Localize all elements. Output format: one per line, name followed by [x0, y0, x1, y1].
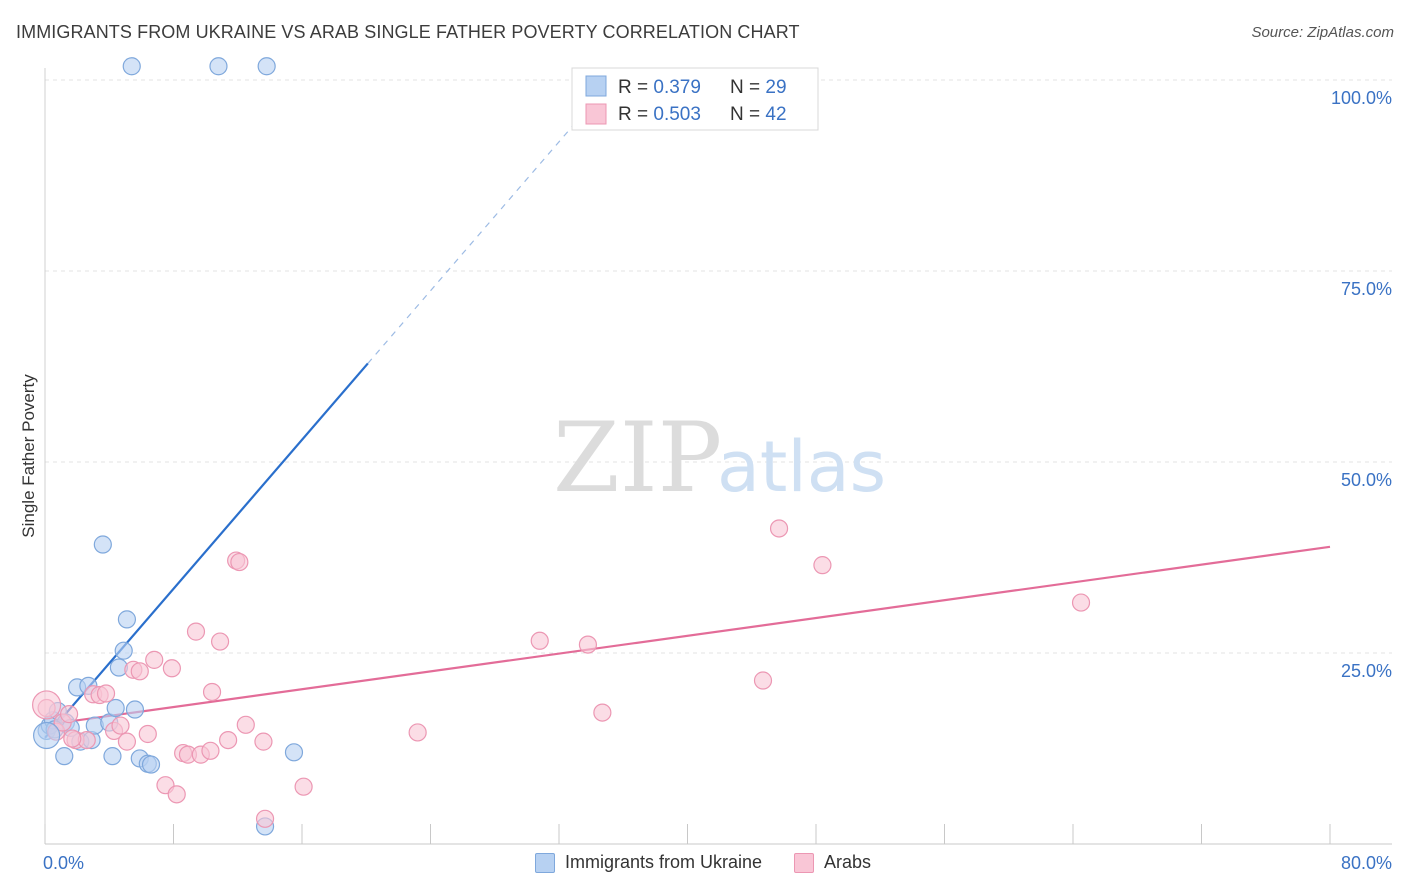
arabs-point: [32, 690, 62, 720]
ukraine-point: [114, 641, 133, 660]
svg-text:R = 0.503: R = 0.503: [618, 104, 701, 125]
grid: 100.0% 75.0% 50.0% 25.0%: [45, 79, 1392, 681]
arabs-point: [753, 671, 773, 690]
arabs-point: [769, 519, 789, 538]
legend-item-arabs[interactable]: Arabs: [794, 852, 871, 873]
svg-text:R = 0.379: R = 0.379: [618, 77, 701, 98]
chart-title: IMMIGRANTS FROM UKRAINE VS ARAB SINGLE F…: [16, 22, 800, 42]
arabs-point: [236, 715, 255, 734]
svg-text:N = 29: N = 29: [730, 77, 787, 98]
arabs-point: [63, 729, 82, 748]
arabs-point: [408, 723, 427, 742]
arabs-point: [186, 622, 206, 641]
arabs-point: [254, 732, 273, 751]
watermark: ZIP atlas: [553, 402, 886, 514]
x-tick-label: 0.0%: [43, 853, 84, 873]
arabs-point: [138, 724, 157, 744]
legend-box: [571, 67, 819, 131]
source-credit: Source: ZipAtlas.com: [1251, 24, 1394, 41]
ukraine-point: [106, 698, 125, 718]
y-tick-label: 50.0%: [1341, 470, 1392, 490]
arabs-point: [167, 785, 186, 804]
arabs-point: [294, 777, 313, 796]
arabs-point: [530, 631, 549, 650]
arabs-point: [1071, 593, 1091, 612]
legend-swatch-arabs: [585, 103, 607, 125]
arabs-point: [202, 682, 222, 702]
svg-text:N = 42: N = 42: [730, 104, 787, 125]
arabs-point: [230, 552, 249, 572]
legend-swatch-ukraine: [534, 852, 555, 873]
legend-n-label: N =: [730, 77, 765, 98]
arabs-point: [255, 809, 275, 828]
legend-label-arabs: Arabs: [824, 852, 872, 872]
ukraine-point: [122, 57, 141, 76]
legend-swatch-arabs: [794, 852, 814, 873]
arabs-point: [210, 632, 230, 651]
arabs-point: [813, 556, 832, 575]
legend-r-label: R =: [618, 77, 653, 98]
watermark-zip: ZIP: [553, 402, 722, 514]
watermark-atlas: atlas: [717, 426, 886, 508]
data-points: [32, 57, 1091, 836]
y-tick-label: 75.0%: [1341, 279, 1392, 299]
legend-r-value: 0.379: [653, 77, 701, 98]
arabs-point: [130, 662, 149, 681]
ukraine-point: [141, 755, 161, 774]
arabs-point: [162, 659, 181, 678]
legend-swatch-ukraine: [585, 75, 607, 97]
arabs-point: [111, 716, 130, 735]
legend-r-value: 0.503: [653, 104, 701, 125]
arabs-point: [96, 684, 116, 703]
y-tick-label: 25.0%: [1341, 661, 1392, 681]
arabs-point: [117, 732, 137, 751]
correlation-legend: R = 0.379 N = 29 R = 0.503 N = 42: [571, 67, 819, 131]
ukraine-point: [33, 721, 61, 750]
legend-item-ukraine[interactable]: Immigrants from Ukraine: [534, 852, 762, 873]
ukraine-point: [93, 535, 112, 554]
ukraine-point: [257, 57, 276, 76]
legend-n-label: N =: [730, 104, 765, 125]
ukraine-point: [284, 743, 304, 762]
ukraine-point: [55, 747, 74, 766]
legend-label-ukraine: Immigrants from Ukraine: [564, 852, 762, 872]
arabs-point: [201, 741, 220, 760]
y-tick-label: 100.0%: [1331, 88, 1392, 108]
arabs-point: [593, 703, 612, 722]
trend-lines: [44, 85, 1331, 739]
x-tick-label: 80.0%: [1341, 853, 1392, 873]
y-axis-label: Single Father Poverty: [19, 374, 38, 538]
axes: 0.0% 80.0%: [43, 68, 1392, 873]
ukraine-trend-extension: [367, 85, 608, 364]
arabs-point: [145, 650, 164, 669]
arabs-trend-line: [44, 545, 1331, 726]
series-legend: Immigrants from Ukraine Arabs: [0, 852, 1406, 873]
arabs-point: [219, 730, 238, 750]
arabs-point: [59, 705, 79, 724]
ukraine-point: [125, 700, 145, 719]
ukraine-point: [209, 57, 228, 76]
legend-n-value: 42: [765, 104, 786, 125]
ukraine-point: [103, 747, 122, 766]
legend-n-value: 29: [765, 77, 786, 98]
ukraine-point: [117, 610, 137, 629]
legend-r-label: R =: [618, 104, 653, 125]
ukraine-trend-line: [44, 362, 369, 739]
arabs-point: [578, 635, 598, 654]
